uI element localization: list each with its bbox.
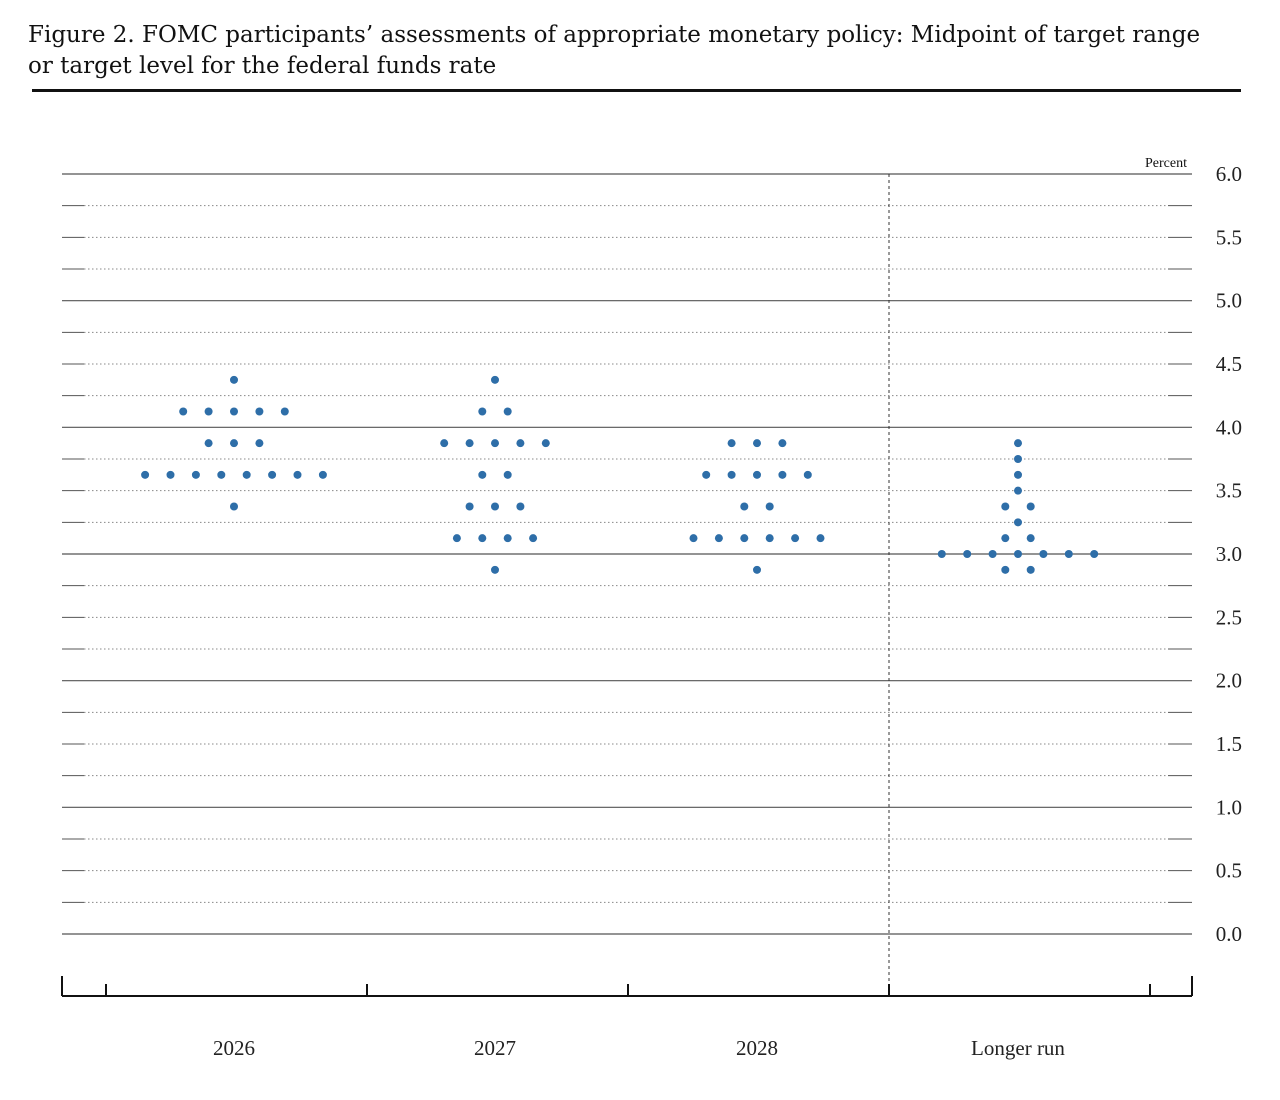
- participant-dot: [791, 534, 800, 543]
- participant-dot: [1039, 550, 1048, 558]
- participant-dot: [242, 470, 251, 479]
- participant-dot: [689, 534, 698, 543]
- participant-dot: [179, 407, 188, 416]
- participant-dot: [740, 502, 749, 511]
- category-label: 2026: [213, 1036, 255, 1060]
- participant-dot: [491, 439, 499, 448]
- participant-dot: [1001, 565, 1010, 574]
- category-label: 2028: [736, 1036, 778, 1060]
- participant-dot: [503, 470, 512, 479]
- participant-dot: [516, 439, 525, 448]
- y-tick-label: 5.0: [1216, 289, 1242, 313]
- participant-dot: [503, 534, 512, 543]
- participant-dot: [255, 407, 264, 416]
- participant-dot: [1001, 534, 1010, 543]
- participant-dot: [478, 534, 487, 543]
- participant-dot: [753, 565, 761, 574]
- participant-dot: [541, 439, 550, 448]
- y-tick-label: 3.0: [1216, 542, 1242, 566]
- figure-title: Figure 2. FOMC participants’ assessments…: [28, 22, 1201, 79]
- participant-dot: [1014, 518, 1022, 527]
- participant-dot: [988, 550, 997, 558]
- participant-dot: [230, 375, 238, 384]
- y-tick-label: 0.0: [1216, 922, 1242, 946]
- y-tick-label: 1.5: [1216, 732, 1242, 756]
- participant-dot: [765, 502, 774, 511]
- y-tick-label: 2.0: [1216, 669, 1242, 693]
- participant-dot: [1014, 470, 1022, 479]
- participant-dot: [816, 534, 825, 543]
- participant-dot: [778, 439, 787, 448]
- participant-dot: [293, 470, 302, 479]
- participant-dot: [778, 470, 787, 479]
- participant-dot: [1001, 502, 1010, 511]
- participant-dot: [753, 470, 761, 479]
- participant-dot: [1014, 439, 1022, 448]
- participant-dot: [141, 470, 150, 479]
- category-label: 2027: [474, 1036, 516, 1060]
- participant-dot: [452, 534, 461, 543]
- participant-dot: [478, 407, 487, 416]
- participant-dot: [465, 502, 474, 511]
- category-label: Longer run: [971, 1036, 1065, 1060]
- participant-dot: [1026, 565, 1035, 574]
- participant-dot: [318, 470, 327, 479]
- title-rule: [32, 89, 1241, 92]
- participant-dot: [1014, 455, 1022, 463]
- y-tick-label: 2.5: [1216, 605, 1242, 629]
- y-tick-label: 3.5: [1216, 479, 1242, 503]
- participant-dot: [440, 439, 449, 448]
- participant-dot: [803, 470, 812, 479]
- participant-dot: [217, 470, 226, 479]
- y-tick-label: 4.5: [1216, 352, 1242, 376]
- participant-dot: [491, 502, 499, 511]
- y-tick-label: 4.0: [1216, 415, 1242, 439]
- participant-dot: [230, 439, 238, 448]
- y-tick-label: 6.0: [1216, 162, 1242, 186]
- participant-dot: [1014, 550, 1022, 558]
- participant-dot: [503, 407, 512, 416]
- participant-dot: [166, 470, 175, 479]
- participant-dot: [230, 407, 238, 416]
- participant-dot: [478, 470, 487, 479]
- participant-dot: [280, 407, 289, 416]
- participant-dot: [1014, 486, 1022, 495]
- participant-dot: [753, 439, 761, 448]
- participant-dot: [702, 470, 711, 479]
- participant-dot: [765, 534, 774, 543]
- participant-dot: [740, 534, 749, 543]
- participant-dot: [937, 550, 946, 558]
- participant-dot: [491, 565, 499, 574]
- participant-dot: [529, 534, 538, 543]
- y-tick-label: 1.0: [1216, 795, 1242, 819]
- participant-dot: [204, 407, 213, 416]
- participant-dot: [465, 439, 474, 448]
- participant-dot: [1090, 550, 1099, 558]
- participant-dot: [268, 470, 277, 479]
- participant-dot: [727, 470, 736, 479]
- unit-label: Percent: [1145, 156, 1187, 171]
- participant-dot: [255, 439, 264, 448]
- participant-dot: [204, 439, 213, 448]
- participant-dot: [1026, 502, 1035, 511]
- participant-dot: [727, 439, 736, 448]
- participant-dot: [714, 534, 723, 543]
- participant-dot: [1064, 550, 1073, 558]
- participant-dot: [963, 550, 972, 558]
- participant-dot: [230, 502, 238, 511]
- y-tick-label: 0.5: [1216, 859, 1242, 883]
- participant-dot: [516, 502, 525, 511]
- participant-dot: [1026, 534, 1035, 543]
- participant-dot: [491, 375, 499, 384]
- participant-dot: [191, 470, 200, 479]
- y-tick-label: 5.5: [1216, 225, 1242, 249]
